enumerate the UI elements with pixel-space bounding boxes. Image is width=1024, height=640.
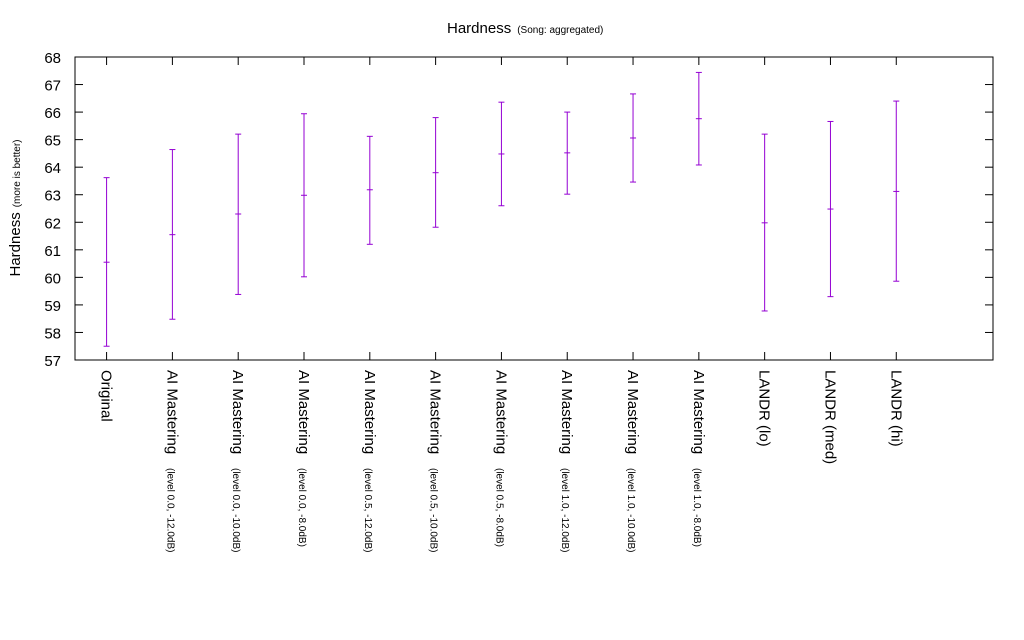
y-axis-ticks: 57 58 59 60 61 62 63 64 65 66 67 68 (44, 50, 993, 370)
x-category-note: (level 0.0, -10.0dB) (230, 468, 241, 553)
y-axis-label-main: Hardness (7, 212, 24, 276)
x-category-name: AI Mastering (492, 370, 509, 454)
x-category-name: AI Mastering (163, 370, 180, 454)
y-tick-label: 65 (44, 133, 61, 150)
x-category-name: AI Mastering (361, 370, 378, 454)
y-tick-label: 59 (44, 298, 61, 315)
x-axis-ticks (106, 57, 897, 360)
x-category-note: (level 1.0, -10.0dB) (625, 468, 636, 553)
x-category-note: (level 0.0, -12.0dB) (164, 468, 175, 553)
x-category-note: (level 0.5, -8.0dB) (493, 468, 504, 547)
x-category-label: AI Mastering (level 0.5, -10.0dB) (427, 370, 444, 553)
chart-title: Hardness (Song: aggregated) (447, 20, 603, 37)
y-tick-label: 63 (44, 188, 61, 205)
x-category-note: (level 1.0, -12.0dB) (559, 468, 570, 553)
x-category-name: AI Mastering (427, 370, 444, 454)
y-tick-label: 62 (44, 215, 61, 232)
x-category-name: AI Mastering (295, 370, 312, 454)
x-category-name: AI Mastering (624, 370, 641, 454)
y-axis-label: Hardness (more is better) (7, 140, 24, 277)
x-category-note: (level 1.0, -8.0dB) (691, 468, 702, 547)
plot-area-frame (74, 56, 994, 361)
x-category-note: (level 0.5, -12.0dB) (362, 468, 373, 553)
y-tick-label: 66 (44, 105, 61, 122)
y-tick-label: 61 (44, 243, 61, 260)
x-axis-category-labels: Original AI Mastering (level 0.0, -12.0dB)… (98, 370, 905, 553)
x-category-label: AI Mastering (level 0.0, -8.0dB) (295, 370, 312, 547)
x-category-name: LANDR (med) (821, 370, 838, 464)
x-category-label: LANDR (hi) (887, 370, 904, 447)
x-category-name: AI Mastering (229, 370, 246, 454)
y-tick-label: 67 (44, 78, 61, 95)
y-tick-label: 60 (44, 270, 61, 287)
y-tick-label: 68 (44, 50, 61, 67)
x-category-name: LANDR (lo) (756, 370, 773, 447)
x-category-label: AI Mastering (level 0.0, -10.0dB) (229, 370, 246, 553)
x-category-note: (level 0.5, -10.0dB) (428, 468, 439, 553)
x-category-label: AI Mastering (level 1.0, -8.0dB) (690, 370, 707, 547)
x-category-name: AI Mastering (558, 370, 575, 454)
x-category-name: LANDR (hi) (887, 370, 904, 447)
y-tick-label: 58 (44, 325, 61, 342)
x-category-name: AI Mastering (690, 370, 707, 454)
x-category-label: LANDR (lo) (756, 370, 773, 447)
x-category-label: AI Mastering (level 1.0, -10.0dB) (624, 370, 641, 553)
x-category-name: Original (98, 370, 115, 422)
x-category-label: AI Mastering (level 1.0, -12.0dB) (558, 370, 575, 553)
chart-title-note: (Song: aggregated) (517, 25, 603, 36)
chart-title-main: Hardness (447, 20, 511, 37)
y-tick-label: 64 (44, 160, 61, 177)
x-category-label: Original (98, 370, 115, 422)
error-bar-series (103, 71, 900, 347)
x-category-label: AI Mastering (level 0.5, -12.0dB) (361, 370, 378, 553)
y-tick-label: 57 (44, 353, 61, 370)
x-category-label: AI Mastering (level 0.0, -12.0dB) (163, 370, 180, 553)
y-axis-label-note: (more is better) (12, 140, 23, 208)
x-category-note: (level 0.0, -8.0dB) (296, 468, 307, 547)
x-category-label: LANDR (med) (821, 370, 838, 464)
x-category-label: AI Mastering (level 0.5, -8.0dB) (492, 370, 509, 547)
